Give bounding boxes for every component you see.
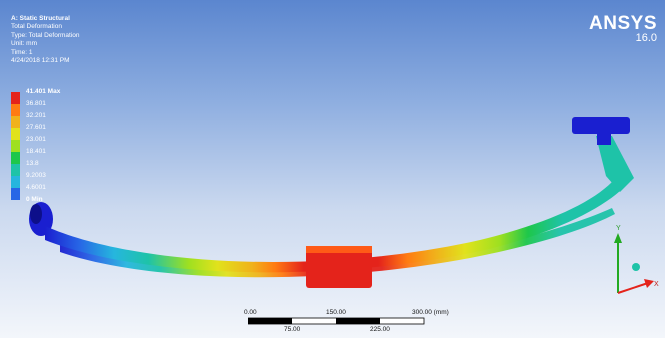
legend-swatch [11, 128, 20, 140]
spring-leaf-main [45, 182, 620, 273]
spring-hanger-right [596, 136, 634, 192]
brand-name: ANSYS [589, 13, 657, 34]
scale-label: 225.00 [370, 326, 390, 333]
legend-swatch [11, 92, 20, 104]
legend-swatch [11, 104, 20, 116]
result-date: 4/24/2018 12:31 PM [11, 57, 70, 65]
center-clamp [306, 246, 372, 288]
result-header: A: Static Structural Total Deformation T… [11, 15, 80, 65]
legend-label: 9.2003 [26, 172, 46, 179]
legend-label: 36.801 [26, 100, 46, 107]
scale-label: 0.00 [244, 309, 257, 316]
result-type: Type: Total Deformation [11, 31, 80, 39]
legend-swatch [11, 140, 20, 152]
scale-label: 150.00 [326, 309, 346, 316]
result-time: Time: 1 [11, 48, 33, 56]
result-unit: Unit: mm [11, 40, 37, 48]
triad-iso-sphere [632, 263, 640, 271]
triad-x-label: X [654, 281, 659, 288]
legend-label-max: 41.401 Max [26, 88, 61, 95]
legend-label: 13.8 [26, 160, 39, 167]
triad-y-label: Y [616, 225, 621, 232]
legend-label: 23.001 [26, 136, 46, 143]
ansys-logo: ANSYS 16.0 [589, 14, 657, 44]
scale-label: 300.00 (mm) [412, 309, 449, 316]
legend-label-min: 0 Min [26, 196, 43, 203]
spring-mount-block [572, 117, 630, 134]
legend-label: 18.401 [26, 148, 46, 155]
legend-swatch [11, 164, 20, 176]
scale-ruler [248, 317, 425, 325]
legend-swatch [11, 152, 20, 164]
result-name: Total Deformation [11, 23, 62, 31]
legend-label: 27.601 [26, 124, 46, 131]
legend-swatch [11, 176, 20, 188]
scale-label: 75.00 [284, 326, 301, 333]
legend-label: 4.6001 [26, 184, 46, 191]
brand-version: 16.0 [635, 32, 657, 44]
legend-swatch [11, 116, 20, 128]
legend-label: 32.201 [26, 112, 46, 119]
legend-swatch [11, 188, 20, 200]
analysis-title: A: Static Structural [11, 15, 70, 22]
